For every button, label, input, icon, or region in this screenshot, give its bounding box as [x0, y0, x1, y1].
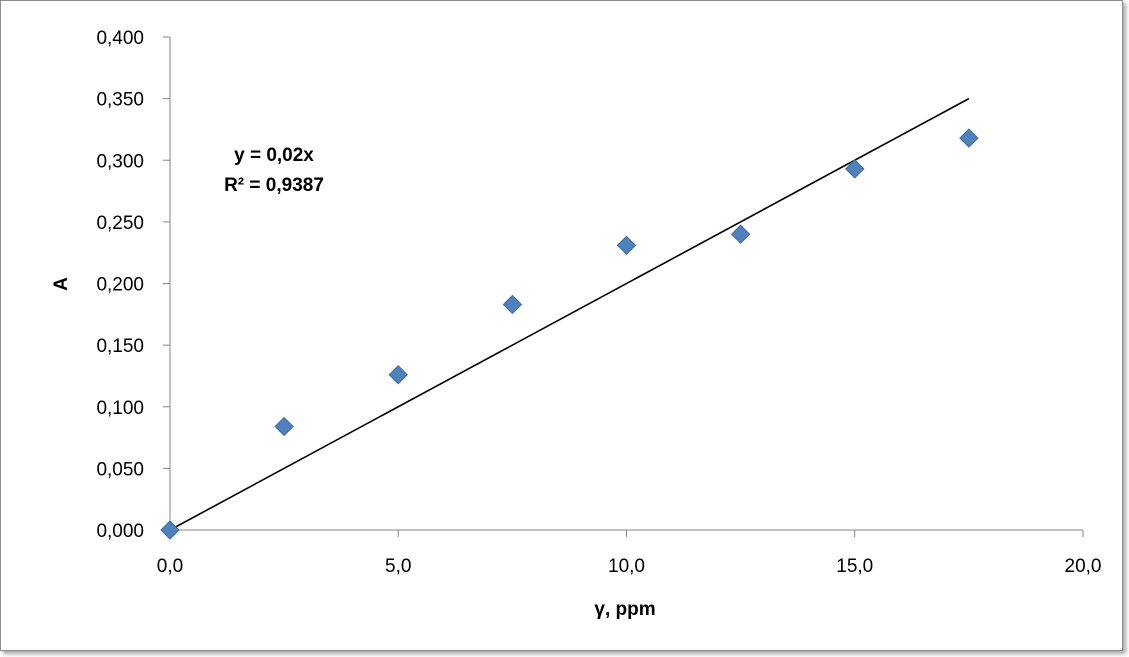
y-tick-label: 0,350: [96, 90, 144, 111]
trendline-group: [169, 97, 970, 531]
x-tick-label: 10,0: [608, 556, 645, 577]
data-point: [616, 235, 637, 255]
data-points: [160, 128, 979, 540]
y-tick-label: 0,100: [96, 398, 144, 419]
data-point: [502, 294, 523, 315]
data-point: [845, 159, 865, 179]
y-axis-title: A: [51, 277, 72, 291]
trendline: [169, 97, 970, 531]
x-tick-label: 15,0: [836, 556, 873, 577]
data-point: [388, 364, 408, 385]
trendline-r-squared: R² = 0,9387: [224, 175, 324, 196]
x-axis-title: γ, ppm: [594, 599, 655, 620]
data-point: [959, 128, 979, 148]
y-tick-label: 0,150: [96, 336, 144, 357]
y-tick-label: 0,000: [96, 521, 144, 542]
y-tick-label: 0,050: [96, 459, 144, 480]
axes: 0,000 0,050 0,100 0,150 0,200 0,250 0,300 0,350…: [96, 28, 1101, 577]
data-point: [730, 224, 751, 244]
data-point: [160, 520, 180, 540]
y-tick-label: 0,400: [96, 28, 144, 49]
x-tick-label: 20,0: [1065, 556, 1102, 577]
y-tick-label: 0,200: [96, 275, 144, 296]
x-tick-label: 0,0: [157, 556, 183, 577]
labels-group: y = 0,02x R² = 0,9387 γ, ppm A: [51, 145, 656, 620]
trendline-equation: y = 0,02x: [234, 145, 314, 166]
x-tick-label: 5,0: [385, 556, 411, 577]
y-tick-label: 0,300: [96, 151, 144, 172]
y-tick-label: 0,250: [96, 213, 144, 234]
data-point: [274, 416, 294, 437]
